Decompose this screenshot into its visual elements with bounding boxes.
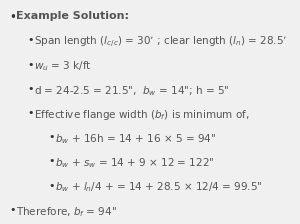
- Text: d = 24-2.5 = 21.5",  $b_w$ = 14"; h = 5": d = 24-2.5 = 21.5", $b_w$ = 14"; h = 5": [34, 84, 229, 98]
- Text: •: •: [27, 35, 34, 45]
- Text: •: •: [9, 11, 16, 24]
- Text: $b_w$ + $s_w$ = 14 + 9 × 12 = 122": $b_w$ + $s_w$ = 14 + 9 × 12 = 122": [55, 156, 214, 170]
- Text: $b_w$ + $\mathit{l}_n$/4 + = 14 + 28.5 × 12/4 = 99.5": $b_w$ + $\mathit{l}_n$/4 + = 14 + 28.5 ×…: [55, 181, 262, 194]
- Text: $w_u$ = 3 k/ft: $w_u$ = 3 k/ft: [34, 60, 91, 73]
- Text: •: •: [27, 108, 34, 118]
- Text: Example Solution:: Example Solution:: [16, 11, 129, 21]
- Text: •: •: [48, 132, 55, 142]
- Text: •: •: [9, 205, 16, 215]
- Text: $b_w$ + 16h = 14 + 16 × 5 = 94": $b_w$ + 16h = 14 + 16 × 5 = 94": [55, 132, 216, 146]
- Text: Therefore, $b_f$ = 94": Therefore, $b_f$ = 94": [16, 205, 116, 219]
- Text: Effective flange width ($b_f$) is minimum of,: Effective flange width ($b_f$) is minimu…: [34, 108, 249, 122]
- Text: •: •: [27, 60, 34, 70]
- Text: •: •: [48, 181, 55, 191]
- Text: Span length ($\mathit{l}_{c/c}$) = 30’ ; clear length ($\mathit{l}_n$) = 28.5’: Span length ($\mathit{l}_{c/c}$) = 30’ ;…: [34, 35, 287, 50]
- Text: •: •: [27, 84, 34, 94]
- Text: •: •: [48, 156, 55, 166]
